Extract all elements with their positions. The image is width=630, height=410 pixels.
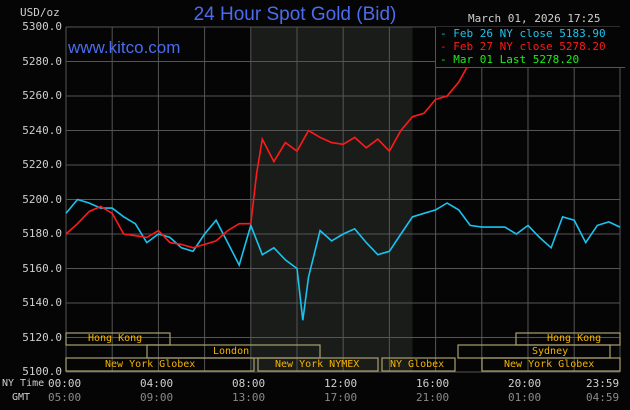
ny-time-label: NY Time (2, 378, 45, 389)
legend: - Feb 26 NY close 5183.90 - Feb 27 NY cl… (435, 27, 625, 68)
session-ny-globex-2: NY Globex (390, 359, 445, 370)
x-tick-gmt: 01:00 (508, 391, 542, 404)
y-tick-label: 5200.0 (22, 192, 62, 206)
y-tick-label: 5280.0 (22, 54, 62, 68)
x-tick-ny: 00:00 (48, 377, 82, 390)
y-tick-label: 5120.0 (22, 330, 62, 344)
y-tick-label: 5300.0 (22, 20, 62, 33)
x-tick-ny: 04:00 (140, 377, 174, 390)
x-tick-gmt: 05:00 (48, 391, 82, 404)
x-tick-gmt: 17:00 (324, 391, 358, 404)
chart-title: 24 Hour Spot Gold (Bid) (193, 4, 397, 25)
y-tick-label: 5100.0 (22, 365, 62, 378)
legend-item-feb26: - Feb 26 NY close 5183.90 (440, 27, 606, 40)
y-tick-label: 5160.0 (22, 261, 62, 275)
session-sydney: Sydney (532, 346, 569, 357)
session-london: London (213, 346, 250, 357)
y-tick-label: 5180.0 (22, 227, 62, 240)
y-tick-label: 5240.0 (22, 123, 62, 137)
x-tick-gmt: 13:00 (232, 391, 266, 404)
x-tick-ny: 12:00 (324, 377, 358, 390)
y-tick-label: 5140.0 (22, 296, 62, 309)
session-ny-globex: New York Globex (105, 359, 196, 370)
session-ny-globex-3: New York Globex (504, 359, 595, 370)
session-ny-nymex: New York NYMEX (275, 359, 360, 370)
y-tick-label: 5220.0 (22, 158, 62, 171)
x-tick-ny: 20:00 (508, 377, 542, 390)
gmt-label: GMT (12, 392, 31, 403)
legend-item-mar01: - Mar 01 Last 5278.20 (440, 53, 580, 66)
session-hong-kong-2: Hong Kong (547, 333, 602, 344)
x-tick-ny: 08:00 (232, 377, 266, 390)
legend-item-feb27: - Feb 27 NY close 5278.20 (440, 40, 606, 53)
watermark: www.kitco.com (68, 38, 181, 57)
x-tick-ny: 16:00 (416, 377, 450, 390)
x-tick-gmt: 21:00 (416, 391, 450, 404)
x-tick-gmt: 04:59 (586, 391, 620, 404)
unit-label: USD/oz (20, 6, 60, 19)
x-tick-gmt: 09:00 (140, 391, 174, 404)
y-tick-label: 5260.0 (22, 89, 62, 102)
x-tick-ny: 23:59 (586, 377, 620, 390)
session-hong-kong: Hong Kong (88, 333, 143, 344)
timestamp: March 01, 2026 17:25 (468, 12, 601, 25)
